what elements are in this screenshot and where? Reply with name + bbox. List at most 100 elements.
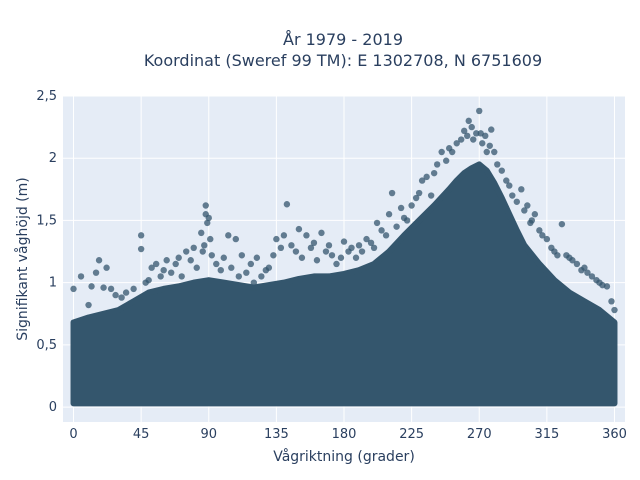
x-tick-label: 45 [133,427,150,442]
scatter-point [172,260,179,268]
scatter-point [438,148,445,156]
scatter-point [228,264,235,271]
y-tick-label: 2 [49,151,57,166]
scatter-point [584,269,591,276]
scatter-point [318,229,325,237]
scatter-point [521,207,528,214]
scatter-point [470,136,477,143]
scatter-point [100,284,107,291]
scatter-point [199,248,206,255]
scatter-point [152,260,160,268]
scatter-point [292,248,300,255]
scatter-point [403,217,411,224]
x-tick-label: 0 [69,427,77,442]
scatter-point [479,140,486,147]
scatter-point [355,242,363,249]
scatter-point [145,276,152,284]
scatter-point [157,273,164,280]
scatter-point [313,257,321,264]
scatter-point [581,264,588,271]
scatter-point [232,235,240,243]
scatter-point [588,273,596,280]
scatter-point [498,167,505,174]
scatter-point [201,242,208,249]
x-axis-title: Vågriktning (grader) [273,448,415,465]
scatter-point [506,182,513,189]
scatter-point [213,260,220,268]
scatter-point [524,202,531,209]
scatter-point [190,244,197,252]
scatter-point [235,273,243,280]
scatter-point [303,232,310,239]
scatter-point [247,260,255,268]
scatter-point [273,235,280,243]
scatter-point [453,140,460,147]
scatter-point [603,283,611,290]
scatter-point [107,285,115,293]
scatter-point [310,239,318,247]
scatter-point [298,254,306,261]
scatter-point [137,245,145,253]
scatter-point [202,202,209,209]
scatter-point [473,130,480,137]
scatter-point [358,248,366,255]
scatter-point [238,252,246,259]
scatter-point [103,264,110,271]
scatter-point [187,257,194,264]
scatter-point [270,252,277,259]
scatter-point [167,269,175,276]
scatter-point [433,161,441,168]
x-tick-label: 360 [602,427,627,442]
scatter-point [418,177,426,184]
scatter-point [468,123,475,131]
y-tick-label: 0,5 [36,338,57,353]
scatter-point [397,204,405,212]
scatter-point [277,244,285,252]
scatter-point [378,227,385,234]
scatter-point [518,186,525,193]
scatter-point [448,148,456,156]
x-tick-label: 90 [200,427,217,442]
scatter-point [385,211,393,218]
x-tick-label: 180 [332,427,357,442]
scatter-point [220,254,227,261]
scatter-point [464,132,471,140]
scatter-point [243,269,250,276]
scatter-point [118,294,125,301]
dense-scatter-region [70,161,618,407]
scatter-point [178,273,185,280]
scatter-point [77,273,85,280]
scatter-point [513,198,521,205]
scatter-point [465,117,472,125]
scatter-point [531,211,539,218]
scatter-point [486,142,493,149]
scatter-point [183,248,190,255]
scatter-point [423,173,430,181]
scatter-point [333,260,340,268]
scatter-point [205,214,212,222]
x-tick-label: 135 [264,427,289,442]
scatter-point [70,285,77,293]
scatter-point [122,289,130,296]
scatter-point [193,264,200,271]
y-tick-label: 1 [49,276,57,291]
scatter-point [509,192,516,199]
y-axis-ticks: 0 0,5 1 1,5 2 2,5 [36,89,57,415]
scatter-point [528,217,536,224]
scatter-point [370,244,378,252]
scatter-point [258,273,265,280]
scatter-point [250,279,258,286]
scatter-point [415,189,423,197]
scatter-point [408,202,415,209]
chart-title: År 1979 - 2019 [283,30,403,49]
y-axis-title: Signifikant våghöjd (m) [14,177,31,340]
scatter-point [412,194,420,202]
scatter-point [225,232,232,239]
scatter-point [217,266,224,274]
scatter-point [558,220,566,228]
scatter-point [608,298,615,305]
scatter-point [427,192,435,199]
scatter-point [265,264,273,271]
chart-subtitle: Koordinat (Sweref 99 TM): E 1302708, N 6… [144,51,542,70]
